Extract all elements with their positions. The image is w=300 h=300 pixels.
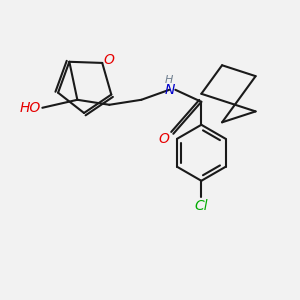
Text: H: H [165, 75, 173, 85]
Text: N: N [164, 83, 175, 97]
Text: HO: HO [20, 101, 41, 115]
Text: O: O [104, 53, 115, 67]
Text: Cl: Cl [194, 199, 208, 213]
Text: O: O [159, 132, 170, 146]
